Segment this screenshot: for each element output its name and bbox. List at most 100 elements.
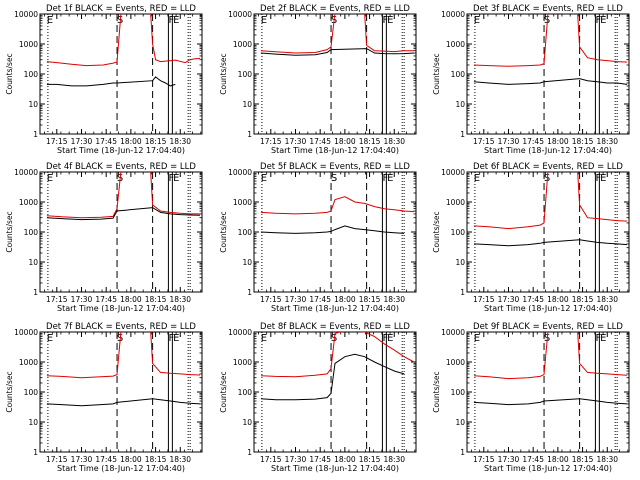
panel-title: Det 5f BLACK = Events, RED = LLD bbox=[260, 162, 410, 172]
events-series-line bbox=[473, 239, 628, 247]
event-marker-label: E bbox=[474, 15, 480, 26]
y-tick-label: 1000 bbox=[446, 198, 465, 207]
events-series-line bbox=[260, 353, 405, 401]
x-tick-label: 18:15 bbox=[145, 137, 167, 146]
lld-series-line bbox=[46, 332, 201, 379]
x-axis-label: Start Time (18-Jun-12 17:04:40) bbox=[484, 464, 612, 473]
x-tick-label: 17:15 bbox=[473, 295, 495, 304]
x-tick-label: 17:30 bbox=[71, 137, 93, 146]
y-axis-label: Counts/sec bbox=[432, 53, 441, 94]
y-tick-label: 10 bbox=[455, 418, 465, 427]
x-tick-label: 18:00 bbox=[547, 295, 569, 304]
x-axis-label: Start Time (18-Jun-12 17:04:40) bbox=[484, 146, 612, 155]
y-tick-label: 1 bbox=[460, 130, 465, 139]
event-marker-label: F bbox=[595, 333, 601, 344]
plot-frame bbox=[466, 13, 630, 135]
event-marker-label: E bbox=[47, 15, 53, 26]
y-tick-label: 1 bbox=[247, 288, 252, 297]
x-tick-label: 17:30 bbox=[498, 295, 520, 304]
panel-title: Det 9f BLACK = Events, RED = LLD bbox=[473, 322, 623, 332]
x-tick-label: 18:15 bbox=[359, 295, 381, 304]
event-marker-label: F bbox=[595, 15, 601, 26]
panel-6: Det 6f BLACK = Events, RED = LLD 1 10 100 10… bbox=[432, 162, 630, 313]
y-tick-label: 1 bbox=[33, 448, 38, 457]
lld-series-line bbox=[260, 14, 414, 54]
y-tick-label: 10000 bbox=[14, 328, 38, 337]
x-tick-label: 18:30 bbox=[383, 137, 405, 146]
events-series-line bbox=[260, 48, 415, 56]
event-marker-label: E bbox=[261, 15, 267, 26]
y-tick-label: 10000 bbox=[228, 328, 252, 337]
x-tick-label: 18:15 bbox=[359, 455, 381, 464]
x-tick-label: 17:15 bbox=[260, 295, 282, 304]
event-marker-label: E bbox=[173, 333, 179, 344]
x-tick-label: 17:30 bbox=[71, 455, 93, 464]
y-tick-label: 1 bbox=[33, 130, 38, 139]
x-tick-label: 18:15 bbox=[145, 295, 167, 304]
x-tick-label: 17:45 bbox=[522, 295, 544, 304]
x-tick-label: 17:45 bbox=[522, 137, 544, 146]
event-marker-label: E bbox=[600, 333, 606, 344]
events-series-line bbox=[473, 398, 628, 406]
y-tick-label: 10 bbox=[455, 100, 465, 109]
x-tick-label: 18:30 bbox=[169, 295, 191, 304]
x-axis-label: Start Time (18-Jun-12 17:04:40) bbox=[57, 304, 185, 313]
y-tick-label: 100 bbox=[238, 70, 253, 79]
lld-series-line bbox=[260, 332, 415, 378]
x-tick-label: 18:30 bbox=[383, 295, 405, 304]
x-tick-label: 17:15 bbox=[46, 295, 68, 304]
event-marker-label: F bbox=[382, 15, 388, 26]
y-tick-label: 100 bbox=[238, 228, 253, 237]
events-series-line bbox=[46, 76, 176, 87]
events-series-line bbox=[46, 398, 201, 407]
y-tick-label: 1000 bbox=[233, 40, 252, 49]
y-axis-label: Counts/sec bbox=[432, 371, 441, 412]
y-axis-label: Counts/sec bbox=[432, 211, 441, 252]
panel-title: Det 8f BLACK = Events, RED = LLD bbox=[260, 322, 410, 332]
events-series-line bbox=[473, 78, 628, 85]
x-tick-label: 17:30 bbox=[285, 137, 307, 146]
event-marker-label: E bbox=[47, 333, 53, 344]
event-marker-label: F bbox=[382, 173, 388, 184]
y-tick-label: 100 bbox=[451, 70, 466, 79]
y-tick-label: 1 bbox=[33, 288, 38, 297]
y-tick-label: 10 bbox=[242, 258, 252, 267]
panel-title: Det 4f BLACK = Events, RED = LLD bbox=[46, 162, 196, 172]
events-series-line bbox=[260, 225, 405, 234]
y-tick-label: 10000 bbox=[441, 328, 465, 337]
x-axis-label: Start Time (18-Jun-12 17:04:40) bbox=[271, 146, 399, 155]
x-axis-label: Start Time (18-Jun-12 17:04:40) bbox=[271, 464, 399, 473]
plot-frame bbox=[39, 13, 203, 135]
x-tick-label: 18:15 bbox=[572, 455, 594, 464]
plot-frame bbox=[39, 331, 203, 453]
x-tick-label: 18:30 bbox=[596, 455, 618, 464]
panel-title: Det 6f BLACK = Events, RED = LLD bbox=[473, 162, 623, 172]
y-tick-label: 1 bbox=[460, 288, 465, 297]
x-tick-label: 17:30 bbox=[498, 137, 520, 146]
y-tick-label: 100 bbox=[238, 388, 253, 397]
events-series-line bbox=[46, 207, 201, 221]
y-tick-label: 10000 bbox=[228, 10, 252, 19]
y-tick-label: 10000 bbox=[441, 10, 465, 19]
y-tick-label: 10 bbox=[455, 258, 465, 267]
x-tick-label: 17:30 bbox=[285, 455, 307, 464]
x-axis-label: Start Time (18-Jun-12 17:04:40) bbox=[57, 464, 185, 473]
event-marker-label: S bbox=[331, 173, 337, 184]
panel-4: Det 4f BLACK = Events, RED = LLD 1 10 100 10… bbox=[5, 162, 203, 313]
x-tick-label: 18:00 bbox=[547, 455, 569, 464]
y-axis-label: Counts/sec bbox=[219, 53, 228, 94]
panel-7: Det 7f BLACK = Events, RED = LLD 1 10 100 10… bbox=[5, 322, 203, 473]
y-tick-label: 1 bbox=[460, 448, 465, 457]
y-tick-label: 1000 bbox=[233, 198, 252, 207]
x-tick-label: 17:45 bbox=[95, 137, 117, 146]
x-tick-label: 18:30 bbox=[169, 137, 191, 146]
x-tick-label: 18:15 bbox=[359, 137, 381, 146]
plot-frame bbox=[253, 331, 417, 453]
x-tick-label: 18:30 bbox=[169, 455, 191, 464]
event-marker-label: E bbox=[387, 15, 393, 26]
event-marker-label: E bbox=[600, 15, 606, 26]
x-tick-label: 17:15 bbox=[260, 137, 282, 146]
x-tick-label: 18:00 bbox=[334, 295, 356, 304]
y-axis-label: Counts/sec bbox=[5, 371, 14, 412]
